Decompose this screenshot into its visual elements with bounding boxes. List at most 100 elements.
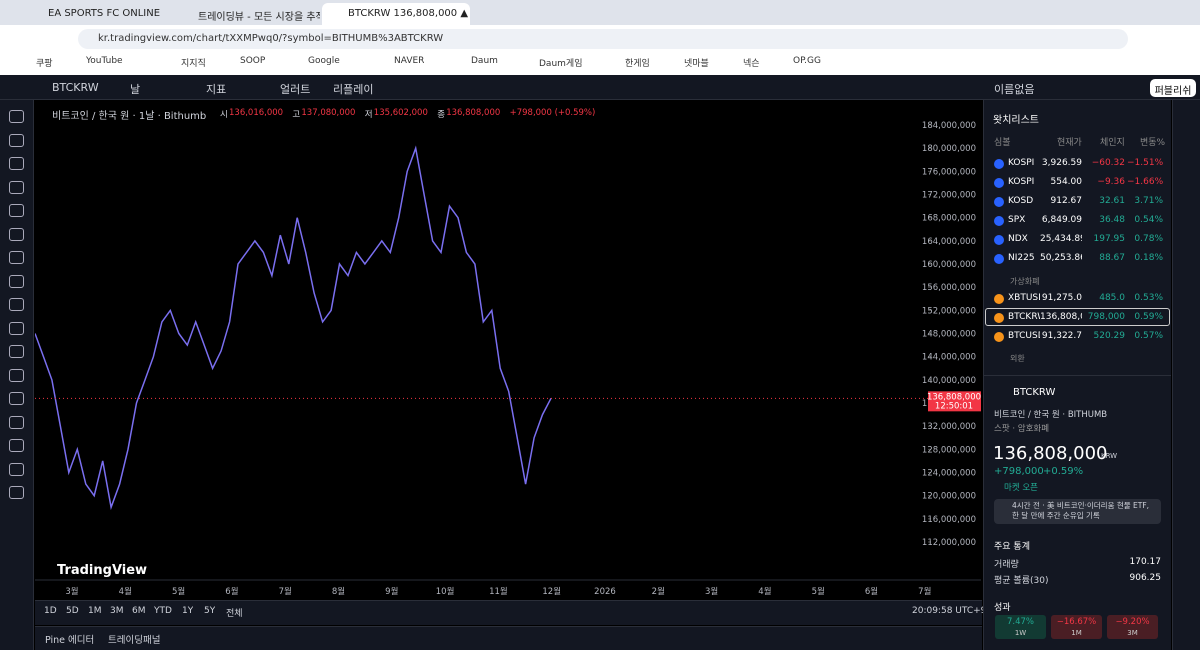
last-price-tag — [928, 391, 981, 412]
x-tick-label: 3월 — [65, 586, 78, 597]
tool-icon[interactable] — [9, 462, 24, 476]
tool-icon[interactable] — [9, 368, 24, 382]
watchlist-value: −60.32 — [1091, 158, 1125, 168]
range-button[interactable]: 3M — [110, 606, 124, 616]
watchlist-value: 32.61 — [1099, 196, 1125, 206]
watchlist-symbol[interactable]: KOSPI — [1008, 177, 1035, 187]
news-card[interactable]: 4시간 전 · 美 비트코인·이더리움 현물 ETF, 한 달 만에 주간 순유… — [994, 499, 1161, 524]
icon-strip — [1172, 100, 1200, 650]
watchlist-price: 554.00 — [1050, 177, 1083, 187]
tool-icon[interactable] — [9, 251, 24, 264]
perf-box — [1051, 615, 1102, 639]
details-symbol: BTCKRW — [1013, 387, 1056, 398]
toolbar-alert[interactable]: 얼러트 — [280, 83, 311, 96]
tool-icon[interactable] — [9, 298, 24, 311]
tab[interactable]: EA SPORTS FC ONLINE — [48, 8, 161, 19]
range-button[interactable]: 전체 — [226, 609, 243, 619]
bookmark[interactable]: 넷마블 — [684, 59, 709, 69]
toolbar-symbol[interactable]: BTCKRW — [52, 81, 99, 94]
legend-change: +798,000 (+0.59%) — [509, 108, 596, 118]
tool-icon[interactable] — [9, 439, 24, 452]
bookmark[interactable]: OP.GG — [793, 56, 821, 66]
tab[interactable]: 트레이딩뷰 - 모든 시장을 추적 — [198, 12, 320, 23]
watchlist-value: 88.67 — [1099, 253, 1125, 263]
tool-icon[interactable] — [9, 486, 24, 499]
bookmark[interactable]: Google — [308, 56, 340, 66]
watchlist-symbol[interactable]: BTCUSD — [1008, 331, 1040, 341]
tool-icon[interactable] — [9, 110, 24, 123]
y-tick-label: 120,000,000 — [922, 492, 976, 502]
watchlist-value: 0.57% — [1134, 331, 1163, 341]
y-tick-label: 140,000,000 — [922, 376, 976, 386]
toolbar-interval[interactable]: 날 — [130, 83, 141, 96]
x-tick-label: 3월 — [705, 586, 718, 597]
toolbar-layout_name[interactable]: 이름없음 — [994, 83, 1035, 96]
range-button[interactable]: YTD — [154, 606, 172, 616]
watchlist-value: −1.66% — [1127, 177, 1163, 187]
range-button[interactable]: 1D — [44, 606, 57, 616]
watchlist-symbol[interactable]: BTCKRW — [1008, 312, 1040, 322]
last-price-label: 136,808,000 — [927, 392, 981, 402]
watchlist-price: 912.67 — [1050, 196, 1083, 206]
bookmark[interactable]: 쿠팡 — [36, 59, 53, 69]
details-change-pct: +0.59% — [1043, 466, 1084, 477]
tool-icon[interactable] — [9, 392, 24, 405]
tool-icon[interactable] — [9, 415, 24, 429]
bookmark[interactable]: 지지직 — [181, 59, 206, 69]
legend-low_label: 저 — [364, 110, 373, 120]
watchlist-value: 197.95 — [1093, 234, 1126, 244]
y-tick-label: 176,000,000 — [922, 167, 976, 177]
bookmark[interactable]: 넥슨 — [743, 59, 760, 69]
watchlist-symbol[interactable]: KOSD — [1008, 196, 1034, 206]
details-status: 마켓 오픈 — [1004, 483, 1038, 493]
bookmark[interactable]: NAVER — [394, 56, 425, 66]
range-button[interactable]: 1M — [88, 606, 102, 616]
y-tick-label: 128,000,000 — [922, 445, 976, 455]
perf-title: 성과 — [994, 603, 1011, 613]
tool-icon[interactable] — [9, 180, 24, 194]
watchlist-symbol[interactable]: SPX — [1008, 215, 1026, 225]
legend-high: 137,080,000 — [301, 108, 356, 118]
tool-icon[interactable] — [9, 157, 24, 170]
bookmark[interactable]: YouTube — [86, 56, 123, 66]
range-button[interactable]: 5D — [66, 606, 79, 616]
range-button[interactable]: 5Y — [204, 606, 216, 616]
y-tick-label: 152,000,000 — [922, 306, 976, 316]
watchlist-symbol[interactable]: NI225 — [1008, 253, 1035, 263]
chart: 112,000,000 116,000,000 120,000,000 124,000… — [35, 100, 981, 600]
y-tick-label: 148,000,000 — [922, 330, 976, 340]
toolbar-replay[interactable]: 리플레이 — [333, 83, 374, 96]
range-button[interactable]: 6M — [132, 606, 146, 616]
y-tick-label: 124,000,000 — [922, 469, 976, 479]
toolbar-indicators[interactable]: 지표 — [206, 83, 227, 96]
tool-icon[interactable] — [9, 321, 24, 335]
legend-low: 135,602,000 — [373, 108, 428, 118]
bookmark[interactable]: 한게임 — [625, 59, 650, 69]
tool-icon[interactable] — [9, 345, 24, 358]
watchlist-symbol[interactable]: KOSPI — [1008, 158, 1035, 168]
perf-value: −9.20% — [1115, 617, 1150, 627]
watchlist-symbol[interactable]: NDX — [1008, 234, 1028, 244]
clock: 20:09:58 UTC+9 — [912, 606, 987, 616]
details-kind: 스팟 · 암호화폐 — [994, 424, 1050, 434]
footer-tab[interactable]: 트레이딩패널 — [108, 635, 161, 646]
symbol-icon — [994, 294, 1004, 304]
footer-tab[interactable]: Pine 에디터 — [45, 635, 95, 646]
bookmark[interactable]: Daum게임 — [539, 59, 583, 69]
tool-icon[interactable] — [9, 274, 24, 288]
watchlist-symbol[interactable]: XBTUSD — [1008, 293, 1040, 303]
publish-button[interactable]: 퍼블리쉬 — [1150, 79, 1196, 97]
tool-icon[interactable] — [9, 133, 24, 147]
bookmark[interactable]: Daum — [471, 56, 498, 66]
watchlist-value: 0.78% — [1134, 234, 1163, 244]
watchlist-title: 왓치리스트 — [993, 115, 1039, 126]
top-toolbar — [0, 75, 1200, 100]
bookmark[interactable]: SOOP — [240, 56, 266, 66]
tool-icon[interactable] — [9, 227, 24, 241]
tab[interactable]: BTCKRW 136,808,000 ▲ +0.59 — [322, 3, 470, 25]
x-tick-label: 5월 — [812, 586, 825, 597]
tool-icon[interactable] — [9, 204, 24, 217]
symbol-icon — [994, 254, 1004, 264]
range-button[interactable]: 1Y — [182, 606, 194, 616]
url-field[interactable]: kr.tradingview.com/chart/tXXMPwq0/?symbo… — [78, 29, 1128, 49]
